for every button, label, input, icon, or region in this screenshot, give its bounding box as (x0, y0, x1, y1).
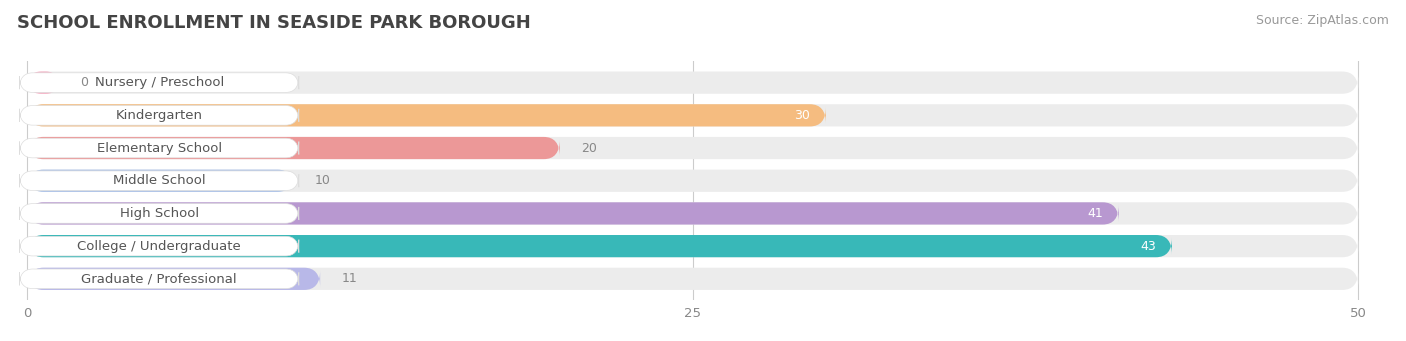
FancyBboxPatch shape (27, 104, 1358, 127)
FancyBboxPatch shape (27, 72, 1358, 94)
Text: SCHOOL ENROLLMENT IN SEASIDE PARK BOROUGH: SCHOOL ENROLLMENT IN SEASIDE PARK BOROUG… (17, 14, 530, 32)
FancyBboxPatch shape (27, 137, 1358, 159)
Text: Middle School: Middle School (112, 174, 205, 187)
FancyBboxPatch shape (27, 268, 321, 290)
FancyBboxPatch shape (27, 104, 825, 127)
Text: Nursery / Preschool: Nursery / Preschool (94, 76, 224, 89)
FancyBboxPatch shape (20, 73, 299, 92)
Text: High School: High School (120, 207, 198, 220)
FancyBboxPatch shape (20, 105, 299, 125)
FancyBboxPatch shape (27, 202, 1119, 224)
FancyBboxPatch shape (20, 204, 299, 223)
FancyBboxPatch shape (20, 138, 299, 158)
Text: Kindergarten: Kindergarten (115, 109, 202, 122)
FancyBboxPatch shape (27, 202, 1358, 224)
Text: 30: 30 (794, 109, 810, 122)
Text: Graduate / Professional: Graduate / Professional (82, 272, 238, 285)
Text: 11: 11 (342, 272, 357, 285)
Text: Source: ZipAtlas.com: Source: ZipAtlas.com (1256, 14, 1389, 27)
FancyBboxPatch shape (27, 169, 294, 192)
FancyBboxPatch shape (27, 235, 1358, 257)
Text: College / Undergraduate: College / Undergraduate (77, 240, 240, 253)
FancyBboxPatch shape (20, 236, 299, 256)
FancyBboxPatch shape (27, 235, 1173, 257)
FancyBboxPatch shape (27, 72, 59, 94)
FancyBboxPatch shape (27, 137, 560, 159)
Text: 0: 0 (80, 76, 89, 89)
Text: 43: 43 (1140, 240, 1156, 253)
Text: 10: 10 (315, 174, 330, 187)
FancyBboxPatch shape (27, 169, 1358, 192)
Text: Elementary School: Elementary School (97, 142, 222, 154)
FancyBboxPatch shape (20, 171, 299, 191)
FancyBboxPatch shape (27, 268, 1358, 290)
Text: 20: 20 (581, 142, 598, 154)
FancyBboxPatch shape (20, 269, 299, 288)
Text: 41: 41 (1087, 207, 1102, 220)
